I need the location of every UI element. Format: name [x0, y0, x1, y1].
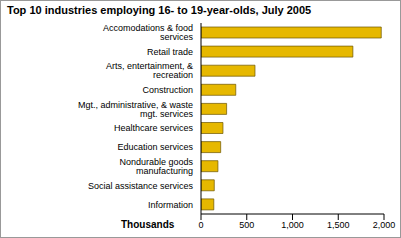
- svg-text:2,000: 2,000: [373, 220, 393, 230]
- svg-text:Mgt., administrative, & wastem: Mgt., administrative, & wastemgt. servic…: [78, 100, 194, 119]
- svg-text:Accomodations & foodservices: Accomodations & foodservices: [103, 23, 194, 42]
- svg-text:1,000: 1,000: [281, 220, 304, 230]
- html-text:Thousands: Thousands: [121, 219, 175, 230]
- html-text:Top 10 industries employing 16: Top 10 industries employing 16- to 19-ye…: [7, 4, 312, 16]
- svg-text:Retail trade: Retail trade: [147, 47, 193, 57]
- svg-text:Social assistance services: Social assistance services: [88, 181, 194, 191]
- svg-text:0: 0: [198, 220, 203, 230]
- svg-text:Construction: Construction: [142, 85, 193, 95]
- svg-text:Nondurable goodsmanufacturing: Nondurable goodsmanufacturing: [119, 157, 193, 176]
- svg-text:500: 500: [239, 220, 254, 230]
- svg-text:Information: Information: [148, 200, 193, 210]
- svg-text:Arts, entertainment, &recreati: Arts, entertainment, &recreation: [106, 61, 193, 80]
- svg-text:Healthcare services: Healthcare services: [114, 123, 194, 133]
- svg-text:1,500: 1,500: [327, 220, 350, 230]
- svg-text:Education services: Education services: [117, 142, 193, 152]
